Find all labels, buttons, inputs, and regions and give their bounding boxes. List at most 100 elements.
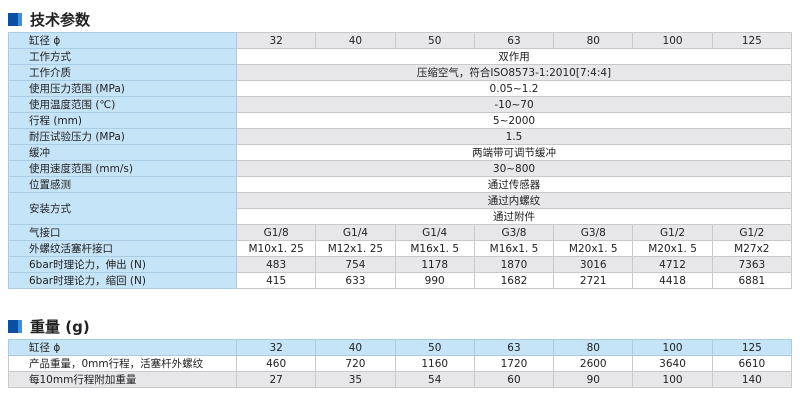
row-value: 754 (315, 256, 396, 273)
row-label: 工作方式 (8, 48, 237, 65)
table-row: 通过附件 (9, 208, 792, 225)
row-value: 100 (632, 371, 713, 388)
table-row: 位置感测 通过传感器 (8, 176, 792, 193)
table-row: 安装方式 通过内螺纹 (8, 192, 792, 225)
row-value: 1870 (473, 256, 555, 273)
row-value: 1.5 (236, 128, 792, 145)
row-label: 每10mm行程附加重量 (8, 371, 237, 388)
bore-value: 40 (315, 339, 396, 356)
row-value: M16x1. 5 (473, 240, 555, 257)
row-value: 990 (394, 272, 475, 289)
row-value: 460 (235, 355, 317, 372)
bore-value: 40 (315, 32, 396, 49)
row-label: 6bar时理论力，伸出 (N) (8, 256, 237, 273)
row-value: 27 (235, 371, 317, 388)
row-value: 4418 (632, 272, 713, 289)
bore-value: 63 (473, 339, 555, 356)
row-value: M20x1. 5 (632, 240, 713, 257)
section-square-icon (8, 320, 22, 333)
row-value: G3/8 (473, 224, 555, 241)
row-value: 3016 (553, 256, 634, 273)
row-value: M16x1. 5 (394, 240, 475, 257)
row-value: 通过附件 (236, 208, 792, 225)
row-value: 90 (553, 371, 634, 388)
row-value: M12x1. 25 (315, 240, 396, 257)
row-label: 使用速度范围 (mm/s) (8, 160, 237, 177)
row-value: 压缩空气，符合ISO8573-1:2010[7:4:4] (236, 64, 792, 81)
row-label: 缸径 ϕ (8, 32, 237, 49)
row-value: 0.05~1.2 (236, 80, 792, 97)
row-value: 720 (315, 355, 396, 372)
row-value: 2600 (553, 355, 634, 372)
bore-value: 100 (632, 32, 713, 49)
row-value: 通过传感器 (236, 176, 792, 193)
row-value: 1160 (394, 355, 475, 372)
specs-table: 缸径 ϕ 32 40 50 63 80 100 125 工作方式 双作用 工作介质 压缩空气，符合IS… (8, 32, 793, 289)
row-label: 6bar时理论力，缩回 (N) (8, 272, 237, 289)
row-label: 安装方式 (8, 192, 237, 225)
bore-value: 50 (394, 32, 475, 49)
row-label: 行程 (mm) (8, 112, 237, 129)
row-value: 483 (235, 256, 317, 273)
row-value: 415 (235, 272, 317, 289)
table-row: 6bar时理论力，缩回 (N) 415 633 990 1682 2721 4418 6881 (8, 272, 793, 289)
row-value: 1682 (473, 272, 555, 289)
table-row: 使用温度范围 (℃) -10~70 (8, 96, 792, 113)
row-value: 6881 (711, 272, 793, 289)
row-value: 两端带可调节缓冲 (236, 144, 792, 161)
row-value: M27x2 (711, 240, 793, 257)
table-row: 工作介质 压缩空气，符合ISO8573-1:2010[7:4:4] (8, 64, 792, 81)
row-label: 工作介质 (8, 64, 237, 81)
row-value: G3/8 (553, 224, 634, 241)
table-row: 使用速度范围 (mm/s) 30~800 (8, 160, 792, 177)
row-value: 双作用 (236, 48, 792, 65)
row-label: 使用温度范围 (℃) (8, 96, 237, 113)
row-value: G1/2 (711, 224, 793, 241)
bore-value: 125 (711, 339, 793, 356)
table-row: 产品重量，0mm行程，活塞杆外螺纹 460 720 1160 1720 2600 3640 6… (8, 355, 793, 372)
table-row: 行程 (mm) 5~2000 (8, 112, 792, 129)
row-label: 使用压力范围 (MPa) (8, 80, 237, 97)
bore-value: 63 (473, 32, 555, 49)
row-value: 通过内螺纹 (236, 192, 792, 209)
row-label: 缓冲 (8, 144, 237, 161)
table-row: 耐压试验压力 (MPa) 1.5 (8, 128, 792, 145)
table-row: 外螺纹活塞杆接口 M10x1. 25 M12x1. 25 M16x1. 5 M16x1.… (8, 240, 793, 257)
row-value: G1/4 (394, 224, 475, 241)
table-row: 每10mm行程附加重量 27 35 54 60 90 100 140 (8, 371, 793, 388)
table-row: 6bar时理论力，伸出 (N) 483 754 1178 1870 3016 4712 736… (8, 256, 793, 273)
row-label: 气接口 (8, 224, 237, 241)
bore-value: 32 (235, 339, 317, 356)
table-row: 缓冲 两端带可调节缓冲 (8, 144, 792, 161)
row-label: 外螺纹活塞杆接口 (8, 240, 237, 257)
row-value: 60 (473, 371, 555, 388)
bore-value: 50 (394, 339, 475, 356)
table-row: 缸径 ϕ 32 40 50 63 80 100 125 (8, 32, 793, 49)
section-title-weight: 重量 (g) (8, 316, 90, 337)
row-value: 54 (394, 371, 475, 388)
row-value: 3640 (632, 355, 713, 372)
table-row: 使用压力范围 (MPa) 0.05~1.2 (8, 80, 792, 97)
row-value: 30~800 (236, 160, 792, 177)
row-value: G1/4 (315, 224, 396, 241)
row-value: 2721 (553, 272, 634, 289)
table-row: 工作方式 双作用 (8, 48, 792, 65)
row-value: 1178 (394, 256, 475, 273)
bore-value: 80 (553, 339, 634, 356)
row-value: 1720 (473, 355, 555, 372)
row-value: 7363 (711, 256, 793, 273)
section-title-specs: 技术参数 (8, 9, 90, 30)
table-row: 气接口 G1/8 G1/4 G1/4 G3/8 G3/8 G1/2 G1/2 (8, 224, 793, 241)
weight-table: 缸径 ϕ 32 40 50 63 80 100 125 产品重量，0mm行程，活塞杆外螺纹 460… (8, 339, 793, 388)
row-label: 产品重量，0mm行程，活塞杆外螺纹 (8, 355, 237, 372)
row-label: 缸径 ϕ (8, 339, 237, 356)
row-value: 633 (315, 272, 396, 289)
row-value: G1/2 (632, 224, 713, 241)
row-label: 耐压试验压力 (MPa) (8, 128, 237, 145)
bore-value: 80 (553, 32, 634, 49)
bore-value: 125 (711, 32, 793, 49)
bore-value: 32 (235, 32, 317, 49)
row-value: G1/8 (235, 224, 317, 241)
row-value: 5~2000 (236, 112, 792, 129)
bore-value: 100 (632, 339, 713, 356)
